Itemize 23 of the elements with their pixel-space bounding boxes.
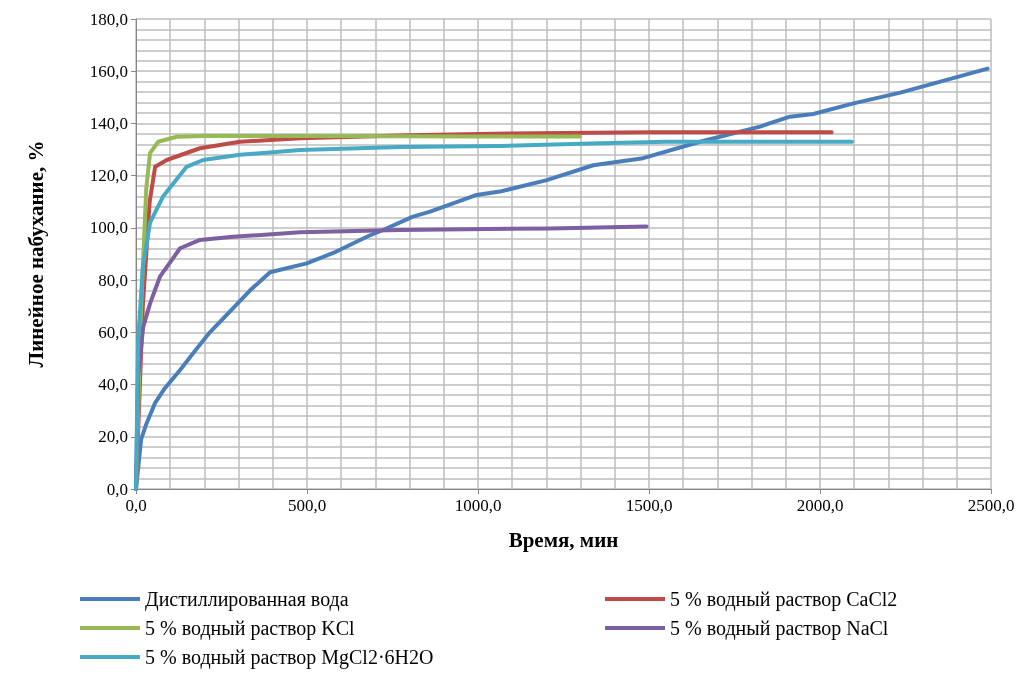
legend-label: 5 % водный раствор NaCl (670, 617, 889, 640)
y-tick-label: 80,0 (98, 270, 128, 290)
y-tick-label: 0,0 (106, 479, 128, 499)
y-tick-label: 120,0 (89, 166, 128, 186)
y-tick-label: 20,0 (98, 427, 128, 447)
y-tick-label: 60,0 (98, 322, 128, 342)
x-tick-label: 500,0 (287, 496, 327, 515)
y-tick-label: 140,0 (89, 113, 128, 133)
legend-label: Дистиллированная вода (145, 588, 349, 611)
y-tick-label: 180,0 (89, 9, 128, 29)
x-tick-label: 0,0 (125, 496, 147, 515)
y-axis-title: Линейное набухание, % (23, 140, 48, 368)
legend-label: 5 % водный раствор CaCl2 (670, 588, 898, 611)
legend-label: 5 % водный раствор KCl (145, 617, 355, 640)
y-tick-label: 100,0 (89, 218, 128, 238)
x-tick-label: 1000,0 (454, 496, 502, 515)
x-tick-label: 2000,0 (796, 496, 844, 515)
legend-label: 5 % водный раствор MgCl2·6H2O (145, 646, 434, 669)
x-axis-title: Время, мин (508, 527, 619, 552)
x-tick-label: 1500,0 (625, 496, 673, 515)
y-tick-label: 40,0 (98, 375, 128, 395)
x-tick-label: 2500,0 (967, 496, 1015, 515)
y-tick-label: 160,0 (89, 61, 128, 81)
